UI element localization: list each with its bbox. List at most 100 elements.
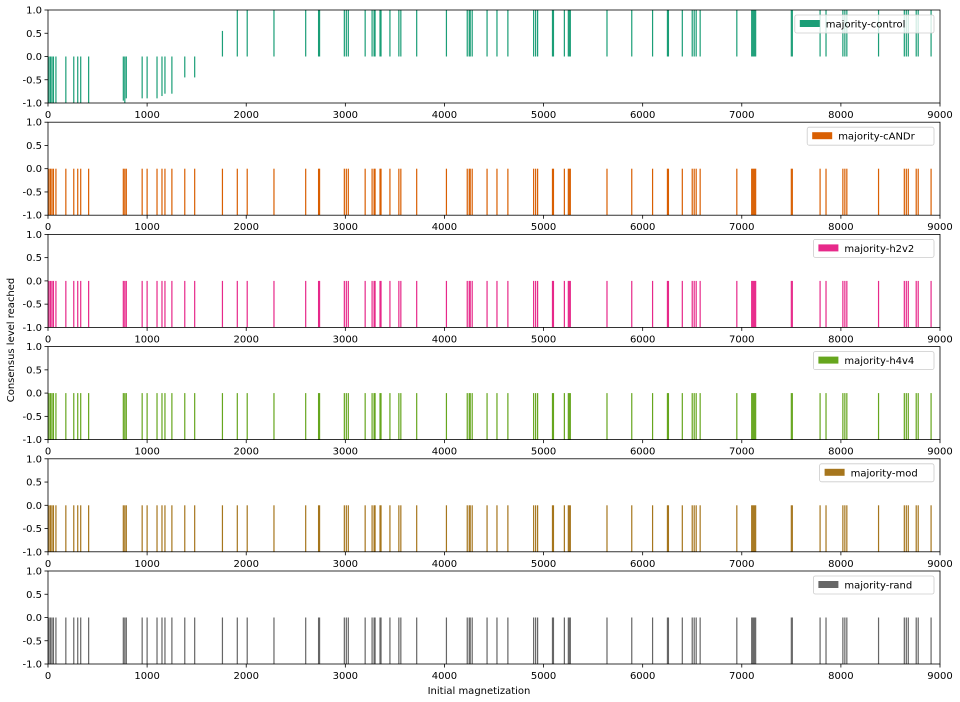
bar (305, 168, 307, 216)
bar (754, 617, 756, 664)
bar (400, 505, 402, 552)
bar (379, 505, 381, 552)
x-tick-label: 3000 (333, 447, 358, 458)
x-tick-label: 3000 (333, 222, 358, 233)
bar (842, 393, 844, 440)
bar (930, 393, 932, 440)
bar (469, 617, 471, 664)
bar (445, 10, 448, 57)
bar (379, 10, 381, 57)
x-tick-label: 5000 (531, 334, 556, 345)
bar (695, 168, 697, 216)
bar (736, 168, 738, 216)
y-tick-label: 1.0 (26, 567, 42, 578)
bar (345, 168, 347, 216)
bar (51, 393, 53, 440)
bar (752, 617, 754, 664)
bar (693, 393, 695, 440)
bar (49, 393, 52, 440)
bar (49, 617, 52, 664)
legend: majority-h4v4 (813, 351, 935, 371)
x-tick-label: 8000 (828, 110, 853, 121)
bar (51, 56, 53, 103)
bar (343, 168, 345, 216)
bar (171, 280, 173, 328)
bar (347, 505, 349, 552)
bar (691, 393, 693, 440)
bar (915, 393, 917, 440)
bar (273, 393, 275, 440)
bar (569, 617, 571, 664)
legend: majority-control (794, 14, 935, 34)
x-tick-label: 0 (45, 559, 51, 570)
bar (141, 280, 143, 328)
bar (364, 280, 366, 328)
bar (535, 10, 537, 57)
bar (699, 617, 701, 664)
x-tick-label: 2000 (233, 110, 258, 121)
bar (317, 617, 320, 664)
bar (236, 505, 238, 552)
bar (699, 505, 701, 552)
y-tick-label: 0.0 (26, 276, 42, 287)
bar (537, 280, 539, 328)
bar (533, 10, 535, 57)
bar (535, 168, 537, 216)
y-tick-label: -1.0 (22, 547, 42, 558)
plot-frame (47, 346, 941, 441)
bar (171, 617, 173, 664)
y-tick-label: 1.0 (26, 118, 42, 129)
y-tick-label: -0.5 (22, 187, 42, 198)
bar (568, 280, 570, 328)
x-tick-label: 9000 (927, 559, 952, 570)
bar (48, 505, 50, 552)
bar (753, 10, 755, 57)
bar (398, 393, 400, 440)
x-tick-label: 9000 (927, 671, 952, 682)
bar (791, 10, 793, 57)
bar (533, 168, 535, 216)
bar (551, 393, 554, 440)
legend: majority-cANDr (806, 126, 935, 146)
bar (667, 10, 670, 57)
bar (751, 393, 753, 440)
bar (122, 617, 124, 664)
bar (915, 168, 917, 216)
bar (373, 10, 375, 57)
bar (535, 280, 537, 328)
bar (88, 505, 90, 552)
bar (124, 393, 126, 440)
bar (48, 393, 50, 440)
bar (184, 280, 186, 328)
subplot-majority-control: -1.0 -0.5 0.0 0.5 1.0 0 1000 2000 3000 4000 5000 60… (22, 6, 952, 122)
bar (569, 505, 571, 552)
bar (736, 505, 738, 552)
bar (569, 168, 571, 216)
bar (273, 10, 275, 57)
bar (164, 617, 166, 664)
bar (699, 10, 701, 57)
y-tick-label: -0.5 (22, 524, 42, 535)
bar (752, 10, 754, 57)
bar (318, 617, 321, 664)
bar (568, 168, 570, 216)
bar (791, 168, 793, 216)
bar (389, 10, 391, 57)
bar (146, 617, 148, 664)
y-tick-label: 0.5 (26, 253, 42, 264)
bar (80, 280, 82, 328)
bar (751, 617, 753, 664)
bar (842, 280, 844, 328)
bar (374, 168, 376, 216)
bar (73, 56, 75, 103)
bar (755, 168, 757, 216)
bar (693, 280, 695, 328)
bar (49, 280, 52, 328)
bar (903, 393, 905, 440)
legend-box (794, 14, 935, 34)
plot-frame (47, 121, 941, 216)
bar (156, 56, 158, 99)
bar (380, 280, 382, 328)
bar (468, 617, 470, 664)
bar (507, 617, 509, 664)
